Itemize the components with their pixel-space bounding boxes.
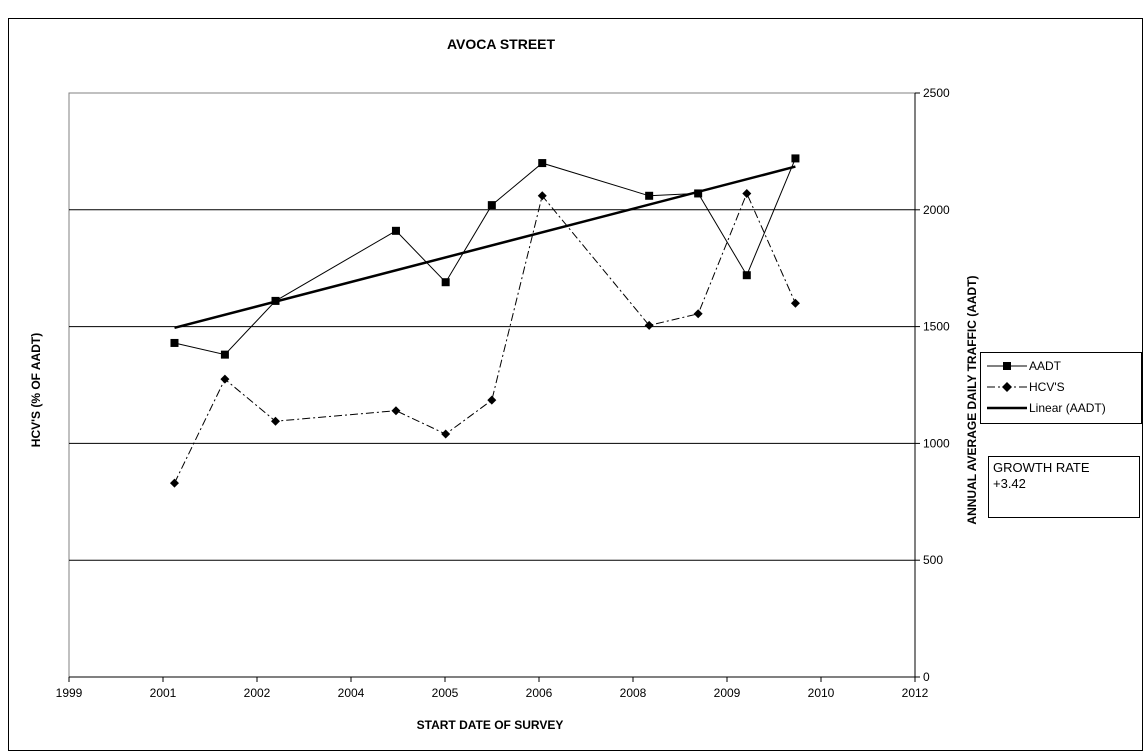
x-axis-label: START DATE OF SURVEY (416, 718, 564, 732)
y-tick-label: 1500 (923, 320, 950, 334)
data-point-aadt (791, 154, 800, 163)
x-tick-label: 2012 (902, 686, 929, 700)
y-axis-label-right: ANNUAL AVERAGE DAILY TRAFFIC (AADT) (965, 275, 979, 525)
data-point-hcv-s (644, 320, 654, 330)
growth-rate-value: +3.42 (993, 476, 1026, 491)
x-tick-label: 2001 (150, 686, 177, 700)
data-point-hcv-s (391, 406, 401, 416)
legend-swatch-aadt (987, 362, 1027, 370)
data-point-hcv-s (742, 188, 752, 198)
y-tick-label: 2500 (923, 86, 950, 100)
x-tick-label: 2010 (808, 686, 835, 700)
legend-item-linear: Linear (AADT) (987, 399, 1106, 417)
legend-label-hcv: HCV'S (1029, 380, 1065, 394)
data-point-hcv-s (693, 309, 703, 319)
y-tick-label: 500 (923, 553, 943, 567)
series-line-linear-aadt (174, 165, 796, 330)
data-point-hcv-s (441, 429, 451, 439)
growth-rate-box: GROWTH RATE +3.42 (988, 456, 1140, 518)
legend-label-linear: Linear (AADT) (1029, 401, 1106, 415)
legend: AADT HCV'S Linear (AADT) (980, 352, 1142, 424)
data-point-hcv-s (790, 298, 800, 308)
y-tick-label: 1000 (923, 436, 950, 450)
data-point-aadt (220, 350, 229, 359)
y-tick-label: 0 (923, 670, 930, 684)
legend-swatch-hcv (987, 382, 1027, 392)
data-point-aadt (170, 338, 179, 347)
x-tick-label: 2002 (244, 686, 271, 700)
data-point-aadt (391, 226, 400, 235)
x-tick-label: 2004 (338, 686, 365, 700)
series-line-hcv-s (174, 192, 796, 484)
x-tick-label: 2009 (714, 686, 741, 700)
x-tick-label: 2006 (526, 686, 553, 700)
x-tick-label: 2008 (620, 686, 647, 700)
data-point-hcv-s (220, 374, 230, 384)
data-point-aadt (487, 201, 496, 210)
data-point-aadt (694, 189, 703, 198)
data-point-aadt (538, 159, 547, 168)
y-axis-label-left: HCV'S (% OF AADT) (29, 332, 43, 448)
data-point-hcv-s (537, 191, 547, 201)
legend-item-hcv: HCV'S (987, 378, 1065, 396)
x-tick-label: 1999 (56, 686, 83, 700)
data-point-aadt (441, 278, 450, 287)
x-tick-label: 2005 (432, 686, 459, 700)
data-point-hcv-s (169, 478, 179, 488)
chart-title: AVOCA STREET (446, 36, 556, 52)
y-tick-label: 2000 (923, 203, 950, 217)
legend-item-aadt: AADT (987, 357, 1061, 375)
data-point-hcv-s (271, 416, 281, 426)
plot-area (68, 92, 916, 678)
growth-rate-label: GROWTH RATE (993, 460, 1090, 475)
legend-swatch-linear (987, 406, 1027, 410)
data-point-hcv-s (487, 395, 497, 405)
data-point-aadt (645, 191, 654, 200)
legend-label-aadt: AADT (1029, 359, 1062, 373)
data-point-aadt (742, 271, 751, 280)
